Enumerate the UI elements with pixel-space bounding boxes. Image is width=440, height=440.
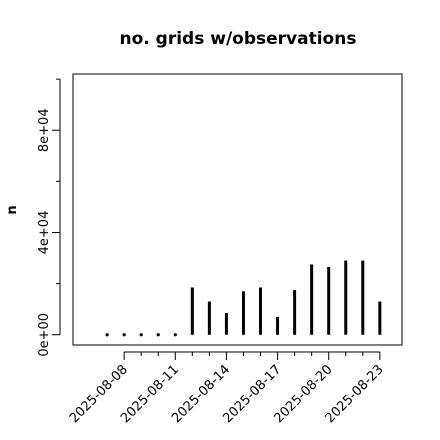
bar-point (156, 333, 160, 337)
y-tick-label: 4e+04 (37, 211, 52, 255)
y-tick-label: 0e+00 (37, 313, 52, 357)
bars (105, 260, 382, 337)
chart-title: no. grids w/observations (120, 29, 357, 49)
bar-point (139, 333, 143, 337)
bar-point (122, 333, 126, 337)
bar-point (105, 333, 109, 337)
y-tick-label: 8e+04 (37, 108, 52, 152)
x-axis: 2025-08-082025-08-112025-08-142025-08-17… (67, 351, 387, 426)
plot-frame (72, 73, 403, 346)
y-axis-label: n (5, 205, 20, 214)
bar-point (173, 333, 177, 337)
y-axis: 0e+00 4e+04 8e+04 (37, 78, 61, 357)
